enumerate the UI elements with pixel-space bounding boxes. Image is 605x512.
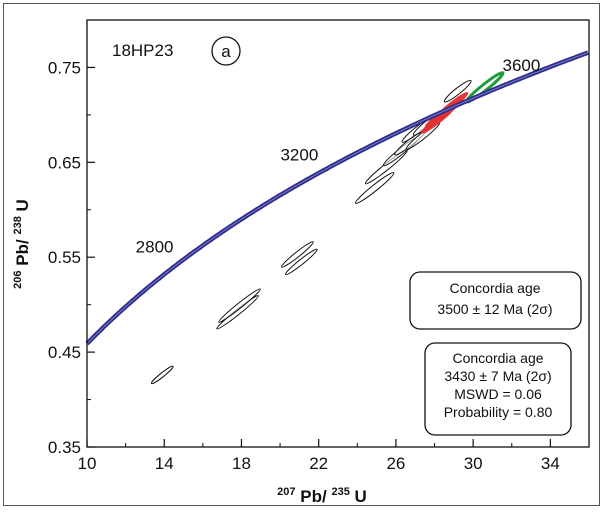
error-ellipse [218,288,261,323]
x-label-element-2: U [355,487,367,506]
x-tick-label: 30 [464,454,483,473]
concordia-age-title-1: Concordia age [449,280,540,296]
y-label-element-2: U [13,199,32,211]
concordia-age-label: 3200 [280,145,318,164]
x-tick-label: 22 [309,454,328,473]
panel-label-circle [211,36,241,66]
y-label-mass-2: 238 [12,216,24,234]
error-ellipse [443,79,472,103]
error-ellipse [216,295,259,330]
concordia-curve-group [85,50,589,346]
probability-value: Probability = 0.80 [444,404,553,420]
x-tick-label: 14 [155,454,174,473]
panel-label: a [221,42,231,61]
plot-frame [86,19,590,448]
x-axis-label: 207 Pb/ 235 U [277,480,367,506]
concordia-age-title-2: Concordia age [452,350,543,366]
figure-frame: 10 14 18 22 26 30 34 0.35 0.45 0.55 0.65 0.75 2800 3… [3,3,600,506]
error-ellipse [284,248,318,276]
concordia-age-label: 2800 [136,237,174,256]
error-ellipse [281,241,314,268]
y-label-element-1: Pb/ [13,239,32,266]
concordia-chart: 10 14 18 22 26 30 34 0.35 0.45 0.55 0.65 0.75 2800 3… [6,19,590,506]
x-tick-label: 26 [386,454,405,473]
curve-age-labels: 2800 3200 3600 [136,56,541,256]
concordia-age-box-2 [424,342,572,436]
concordia-age-value-1: 3500 ± 12 Ma (2σ) [437,301,552,317]
sample-label: 18HP23 [112,41,173,60]
y-label-mass-1: 206 [12,270,24,288]
concordia-age-label: 3600 [503,56,541,75]
y-tick-label: 0.75 [48,58,81,77]
x-tick-label: 18 [232,454,251,473]
y-tick-label: 0.55 [48,248,81,267]
y-tick-label: 0.35 [48,438,81,457]
x-label-mass-2: 235 [331,486,349,498]
concordia-age-value-2: 3430 ± 7 Ma (2σ) [444,368,551,384]
y-tick-label: 0.45 [48,343,81,362]
x-tick-label: 34 [541,454,560,473]
concordia-curve-highlight [86,52,589,344]
axis-ticks: 10 14 18 22 26 30 34 0.35 0.45 0.55 0.65 0.75 [48,19,560,473]
mswd-value: MSWD = 0.06 [454,386,542,402]
concordia-age-box-1 [409,271,582,330]
x-label-element-1: Pb/ [300,487,327,506]
x-label-mass-1: 207 [277,486,295,498]
error-ellipse [354,172,395,204]
y-axis-label: 206 Pb/ 238 U [6,199,32,289]
data-ellipses [150,71,505,385]
x-tick-label: 10 [78,454,97,473]
y-tick-label: 0.65 [48,153,81,172]
error-ellipse [150,365,174,385]
